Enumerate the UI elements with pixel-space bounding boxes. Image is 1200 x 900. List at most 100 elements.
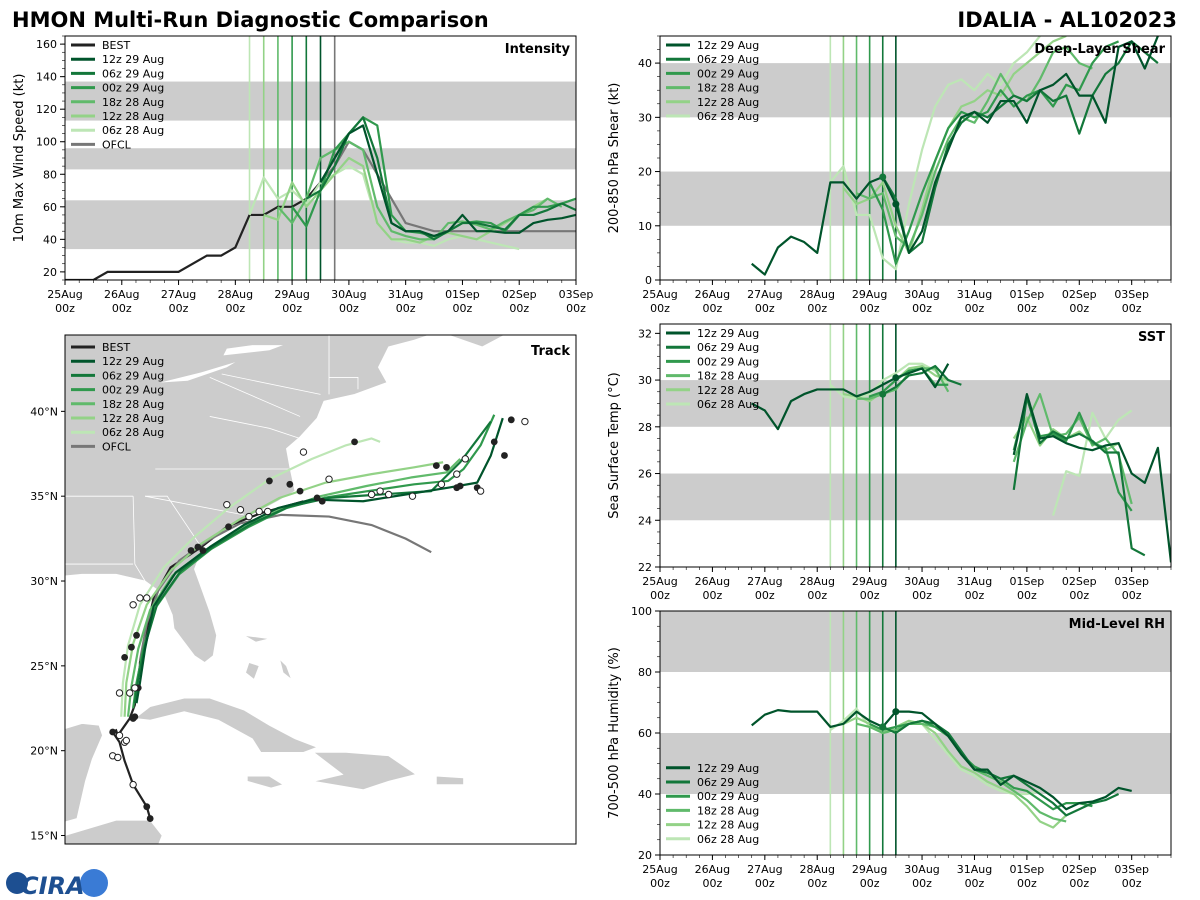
state-border-2 [144, 495, 244, 516]
rh-xtick-sublabel-0: 00z [650, 877, 670, 890]
sst-panel-title: SST [1138, 330, 1165, 345]
rh-legend-label-3: 18z 28 Aug [697, 804, 759, 817]
intensity-xtick-sublabel-5: 00z [339, 302, 359, 315]
track-marker-filled-14 [286, 480, 294, 488]
rh-xtick-label-1: 26Aug [695, 863, 730, 876]
track-lat-label-1: 35°N [30, 490, 58, 503]
rh-xtick-sublabel-6: 00z [965, 877, 985, 890]
intensity-ytick-label-3: 80 [43, 168, 57, 181]
intensity-xtick-label-3: 28Aug [218, 288, 253, 301]
intensity-xtick-label-4: 29Aug [274, 288, 309, 301]
sst-ytick-label-3: 28 [638, 421, 652, 434]
sst-xtick-sublabel-9: 00z [1122, 589, 1142, 602]
shear-ytick-label-1: 10 [638, 220, 652, 233]
track-marker-open-20 [376, 487, 384, 495]
intensity-legend-label-1: 12z 29 Aug [102, 53, 164, 66]
shear-plot-area [660, 36, 1171, 280]
rh-panel-title: Mid-Level RH [1069, 617, 1165, 632]
sst-panel: 22242628303225Aug00z26Aug00z27Aug00z28Au… [607, 323, 1172, 602]
track-map-area [65, 335, 576, 844]
rh-legend-label-4: 12z 28 Aug [697, 819, 759, 832]
intensity-best-line [65, 133, 350, 280]
bahamas-3 [278, 657, 293, 681]
us-landmass [65, 335, 576, 663]
track-marker-open-16 [263, 507, 272, 516]
shear-ytick-label-0: 0 [645, 274, 652, 287]
rh-xtick-sublabel-7: 00z [1017, 877, 1037, 890]
logo-globe-right [80, 869, 108, 897]
track-marker-filled-16 [313, 494, 321, 502]
sst-xtick-label-7: 01Sep [1010, 575, 1045, 588]
sst-xtick-label-9: 03Sep [1114, 575, 1149, 588]
sst-xtick-sublabel-2: 00z [755, 589, 775, 602]
track-marker-open-7 [126, 689, 134, 697]
sst-band-1 [660, 380, 1171, 427]
track-marker-filled-24 [490, 438, 498, 446]
sst-legend-label-5: 06z 28 Aug [697, 398, 759, 411]
intensity-legend-label-6: 06z 28 Aug [102, 124, 164, 137]
track-lat-label-5: 15°N [30, 830, 58, 843]
shear-xtick-sublabel-9: 00z [1122, 302, 1142, 315]
honduras [65, 819, 163, 844]
track-lat-label-0: 40°N [30, 405, 58, 418]
rh-band-1 [660, 611, 1171, 672]
track-marker-open-15 [255, 507, 263, 516]
shear-xtick-label-0: 25Aug [642, 288, 677, 301]
sst-xtick-label-8: 02Sep [1062, 575, 1097, 588]
track-marker-filled-19 [432, 462, 440, 470]
track-marker-open-8 [115, 689, 124, 697]
shear-panel-title: Deep-Layer Shear [1034, 42, 1165, 57]
rh-xtick-sublabel-9: 00z [1122, 877, 1142, 890]
sst-run-line-5-b [1052, 409, 1133, 516]
sst-xtick-sublabel-0: 00z [650, 589, 670, 602]
track-legend-label-6: 06z 28 Aug [102, 426, 164, 439]
intensity-ytick-label-6: 140 [36, 71, 57, 84]
rh-xtick-sublabel-2: 00z [755, 877, 775, 890]
sst-band-0 [660, 473, 1171, 521]
figure-title: HMON Multi-Run Diagnostic Comparison [12, 8, 489, 32]
track-panel-title: Track [531, 344, 570, 359]
intensity-xtick-sublabel-9: 00z [566, 302, 586, 315]
track-marker-filled-15 [296, 487, 304, 495]
track-marker-open-5 [122, 736, 131, 745]
track-marker-filled-3 [129, 715, 137, 722]
shear-panel: 01020304025Aug00z26Aug00z27Aug00z28Aug00… [607, 35, 1172, 315]
intensity-ytick-label-0: 20 [43, 266, 57, 279]
intensity-legend-label-2: 06z 29 Aug [102, 67, 164, 80]
intensity-run-line-4 [263, 156, 549, 244]
track-marker-filled-18 [351, 438, 358, 446]
rh-xtick-label-3: 28Aug [799, 863, 834, 876]
track-marker-open-26 [476, 487, 485, 495]
track-legend-label-2: 06z 29 Aug [102, 369, 164, 382]
track-legend-label-4: 18z 28 Aug [102, 398, 164, 411]
track-marker-filled-0 [146, 815, 154, 822]
shear-xtick-label-4: 29Aug [852, 288, 887, 301]
rh-xtick-label-9: 03Sep [1114, 863, 1149, 876]
track-marker-filled-25 [501, 452, 508, 459]
track-marker-filled-11 [199, 547, 207, 554]
sst-init-marker [892, 374, 900, 382]
lake-ontario [223, 345, 284, 356]
rh-legend-label-2: 00z 29 Aug [697, 790, 759, 803]
puerto-rico [435, 775, 464, 786]
state-border-6 [221, 373, 321, 395]
shear-run-line-5 [829, 36, 1041, 271]
intensity-xtick-sublabel-3: 00z [225, 302, 245, 315]
rh-xtick-label-2: 27Aug [747, 863, 782, 876]
shear-legend-label-4: 12z 28 Aug [697, 96, 759, 109]
sst-run-line-5 [829, 362, 950, 400]
intensity-xtick-label-6: 31Aug [388, 288, 423, 301]
sst-xtick-sublabel-5: 00z [912, 589, 932, 602]
shear-xtick-sublabel-8: 00z [1069, 302, 1089, 315]
shear-run-line-4 [842, 36, 1067, 254]
intensity-legend-label-3: 00z 29 Aug [102, 82, 164, 95]
track-legend-label-7: OFCL [102, 440, 132, 453]
shear-run-line-1 [881, 40, 1159, 254]
rh-init-marker [892, 708, 900, 716]
track-marker-filled-1 [143, 803, 151, 811]
track-marker-filled-17 [318, 497, 326, 505]
track-marker-filled-26 [507, 416, 515, 424]
shear-run-line-2 [868, 40, 1120, 265]
track-marker-open-1 [115, 731, 124, 740]
